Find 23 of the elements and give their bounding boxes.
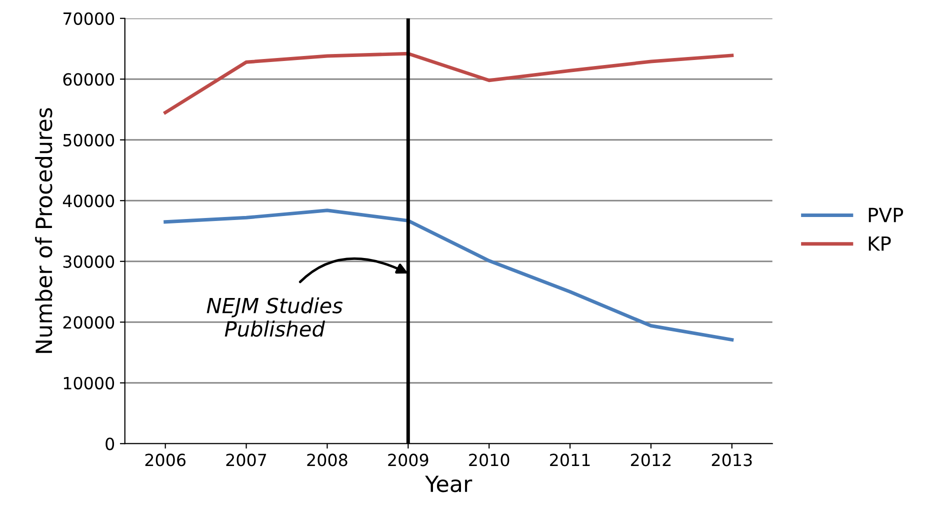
y-tick-label: 40000: [62, 194, 114, 208]
x-tick-label: 2012: [630, 454, 671, 466]
y-tick-label: 30000: [63, 255, 114, 268]
y-tick-label: 10000: [64, 376, 114, 390]
x-tick-label: 2013: [712, 454, 752, 466]
x-tick-label: 2008: [307, 454, 348, 466]
x-tick-label: 2011: [550, 454, 590, 466]
y-tick-label: 60000: [63, 73, 114, 86]
y-tick-label: 50000: [63, 134, 114, 146]
legend-label: PVP: [868, 208, 904, 222]
y-tick-label: 20000: [63, 316, 114, 329]
line-series: [164, 52, 734, 114]
y-axis-title: Number of Procedures: [35, 108, 52, 353]
y-tick-label: 0: [106, 438, 114, 450]
legend-label: KP: [868, 236, 891, 251]
x-axis-title: Year: [425, 476, 472, 492]
annotation: NEJM Studies Published: [206, 297, 343, 337]
x-tick-label: 2007: [226, 454, 266, 466]
y-tick-label: 70000: [64, 12, 114, 25]
x-tick-label: 2010: [469, 454, 510, 466]
line-series: [164, 208, 734, 342]
x-tick-label: 2009: [388, 454, 428, 466]
x-tick-label: 2006: [145, 454, 186, 466]
